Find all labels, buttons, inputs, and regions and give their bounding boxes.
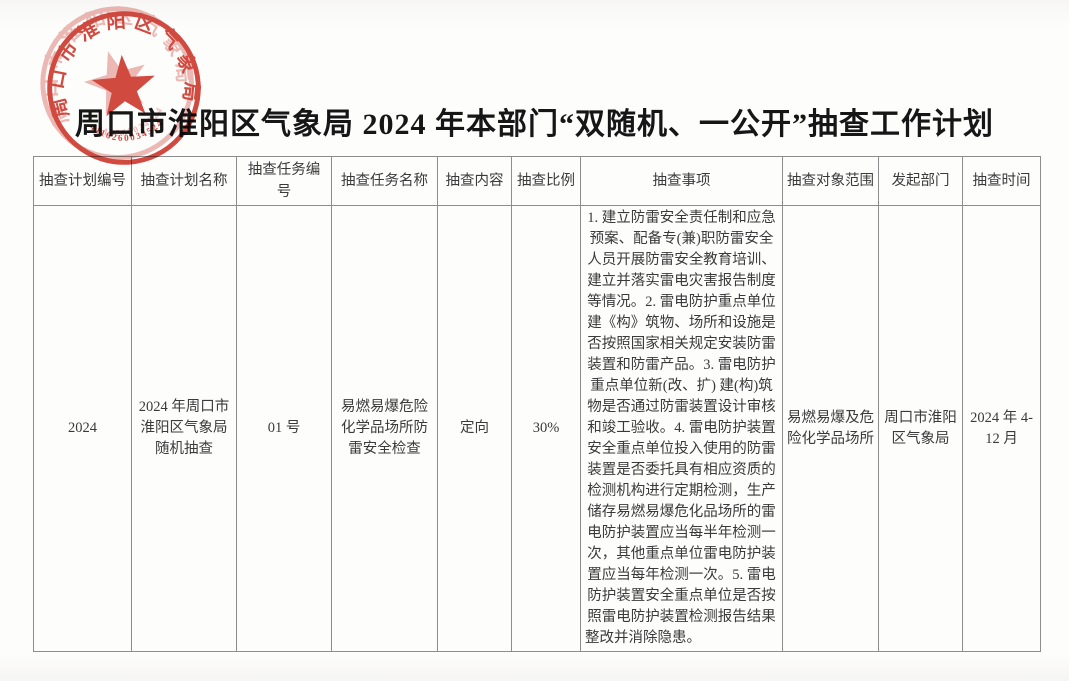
- cell-plan-no: 2024: [33, 205, 132, 652]
- cell-target-scope: 易燃易爆及危险化学品场所: [782, 205, 879, 652]
- cell-ratio: 30%: [511, 205, 581, 652]
- col-header-ratio: 抽查比例: [511, 156, 581, 206]
- col-header-task-name: 抽查任务名称: [331, 156, 438, 206]
- col-header-task-no: 抽查任务编号: [236, 156, 332, 206]
- col-header-content: 抽查内容: [437, 156, 512, 206]
- col-header-time: 抽查时间: [962, 156, 1041, 206]
- seal-ghost-impression: [36, 0, 212, 176]
- col-header-target-scope: 抽查对象范围: [782, 156, 879, 206]
- col-header-items: 抽查事项: [580, 156, 783, 206]
- cell-task-name: 易燃易爆危险化学品场所防雷安全检查: [331, 205, 438, 652]
- col-header-department: 发起部门: [878, 156, 963, 206]
- document-title: 周口市淮阳区气象局 2024 年本部门“双随机、一公开”抽查工作计划: [75, 108, 994, 141]
- cell-department: 周口市淮阳区气象局: [878, 205, 963, 652]
- cell-plan-name: 2024 年周口市淮阳区气象局随机抽查: [131, 205, 237, 652]
- official-seal: 周口市淮阳区气象局 4116260034524: [36, 0, 212, 180]
- table-row: 2024 2024 年周口市淮阳区气象局随机抽查 01 号 易燃易爆危险化学品场…: [33, 205, 1041, 652]
- cell-content: 定向: [437, 205, 512, 652]
- col-header-plan-name: 抽查计划名称: [131, 156, 237, 206]
- seal-main-impression: [40, 5, 208, 167]
- col-header-plan-no: 抽查计划编号: [33, 156, 132, 206]
- cell-items: 1. 建立防雷安全责任制和应急预案、配备专(兼)职防雷安全人员开展防雷安全教育培…: [580, 205, 783, 652]
- inspection-plan-table: 抽查计划编号 抽查计划名称 抽查任务编号 抽查任务名称 抽查内容 抽查比例 抽查…: [33, 156, 1041, 652]
- header-row: 抽查计划编号 抽查计划名称 抽查任务编号 抽查任务名称 抽查内容 抽查比例 抽查…: [33, 156, 1041, 206]
- cell-time: 2024 年 4-12 月: [962, 205, 1041, 652]
- cell-task-no: 01 号: [236, 205, 332, 652]
